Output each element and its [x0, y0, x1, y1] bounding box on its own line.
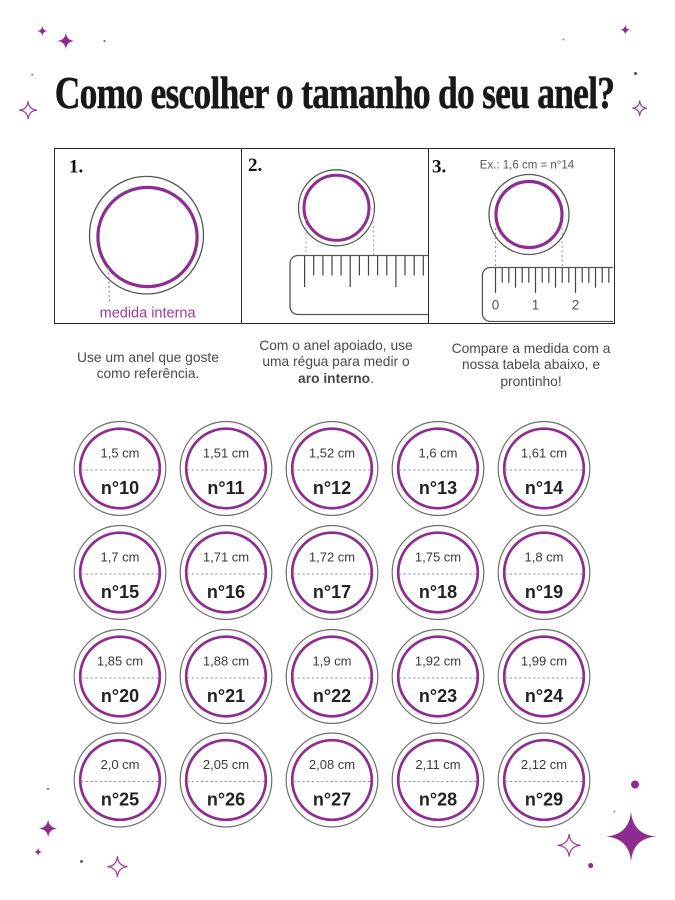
svg-text:2,0 cm: 2,0 cm — [100, 757, 139, 772]
svg-text:n°23: n°23 — [419, 686, 457, 706]
svg-text:1,71 cm: 1,71 cm — [203, 550, 249, 565]
svg-text:1,9 cm: 1,9 cm — [312, 654, 351, 669]
svg-text:n°29: n°29 — [525, 790, 563, 810]
svg-text:1,7 cm: 1,7 cm — [100, 550, 139, 565]
svg-text:n°24: n°24 — [525, 686, 563, 706]
svg-text:1,61 cm: 1,61 cm — [521, 446, 567, 461]
svg-text:1.: 1. — [69, 157, 83, 178]
svg-text:2,11 cm: 2,11 cm — [415, 757, 460, 772]
svg-text:1,5 cm: 1,5 cm — [100, 446, 139, 461]
svg-text:1,88 cm: 1,88 cm — [203, 654, 249, 669]
svg-text:1: 1 — [532, 298, 540, 313]
svg-text:1,52 cm: 1,52 cm — [309, 446, 355, 461]
svg-text:n°28: n°28 — [419, 790, 457, 810]
svg-text:n°15: n°15 — [101, 582, 139, 602]
svg-text:n°13: n°13 — [419, 478, 457, 498]
svg-text:1,8 cm: 1,8 cm — [524, 550, 563, 565]
svg-text:n°12: n°12 — [313, 478, 351, 498]
svg-text:n°26: n°26 — [207, 790, 245, 810]
svg-text:1,99 cm: 1,99 cm — [521, 654, 567, 669]
svg-text:2.: 2. — [248, 155, 262, 176]
svg-text:n°21: n°21 — [207, 686, 245, 706]
svg-text:n°25: n°25 — [101, 790, 139, 810]
svg-text:n°27: n°27 — [313, 790, 351, 810]
svg-text:2,08 cm: 2,08 cm — [309, 757, 355, 772]
svg-text:n°10: n°10 — [101, 478, 139, 498]
svg-text:n°20: n°20 — [101, 686, 139, 706]
svg-text:n°18: n°18 — [419, 582, 457, 602]
svg-text:2: 2 — [572, 298, 580, 313]
svg-text:Ex.: 1,6 cm = n°14: Ex.: 1,6 cm = n°14 — [480, 160, 575, 172]
svg-text:1,51 cm: 1,51 cm — [203, 446, 249, 461]
svg-text:3.: 3. — [432, 157, 446, 178]
svg-text:n°16: n°16 — [207, 582, 245, 602]
svg-text:0: 0 — [492, 298, 500, 313]
svg-text:1,6 cm: 1,6 cm — [418, 446, 457, 461]
svg-text:1,72 cm: 1,72 cm — [309, 550, 355, 565]
svg-text:n°11: n°11 — [207, 478, 244, 498]
svg-text:medida interna: medida interna — [100, 306, 197, 322]
svg-text:n°17: n°17 — [313, 582, 351, 602]
svg-text:1,85 cm: 1,85 cm — [97, 654, 143, 669]
svg-text:2,05 cm: 2,05 cm — [203, 757, 249, 772]
svg-text:n°22: n°22 — [313, 686, 351, 706]
svg-text:n°14: n°14 — [525, 478, 563, 498]
svg-text:2,12 cm: 2,12 cm — [521, 757, 567, 772]
svg-text:1,92 cm: 1,92 cm — [415, 654, 461, 669]
svg-text:n°19: n°19 — [525, 582, 563, 602]
svg-text:1,75 cm: 1,75 cm — [415, 550, 461, 565]
